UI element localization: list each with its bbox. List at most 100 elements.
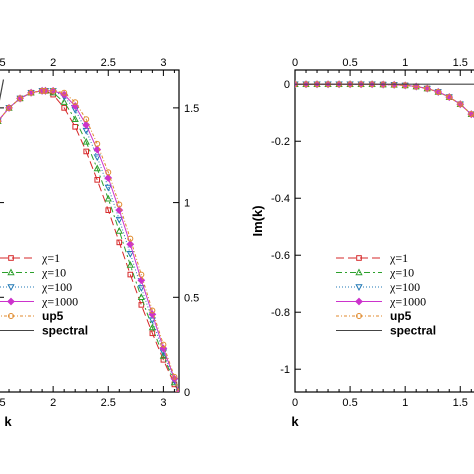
data-point (149, 330, 156, 337)
plot-frame (294, 69, 474, 393)
legend-marker (356, 313, 362, 319)
data-point (61, 89, 68, 96)
data-point (115, 226, 123, 234)
data-point (104, 174, 113, 182)
legend-label: χ=1 (41, 251, 60, 265)
legend-marker (355, 268, 363, 276)
chart-panel-right: 000.50.5111.51.50-0.2-0.4-0.6-0.8-1kIm(k… (250, 57, 474, 429)
data-point (446, 94, 453, 101)
x-tick-label-bottom: 2 (50, 397, 56, 409)
data-point (116, 239, 123, 246)
data-point (42, 87, 49, 94)
data-point (126, 240, 135, 249)
y-tick-label: -0.2 (271, 136, 290, 148)
legend-marker (8, 255, 14, 261)
chart-panel-left: 1.5 1.5 2 2 2.5 2.5 3 3 0 0.5 1 1.5 k χ=1χ=10χ=100χ=1… (0, 57, 199, 429)
x-axis-title: k (291, 414, 299, 429)
data-point (104, 184, 112, 192)
legend-marker (8, 313, 14, 319)
y-tick-label: 0 (284, 79, 290, 91)
data-point (457, 101, 464, 108)
data-point (137, 276, 146, 285)
data-point (126, 261, 134, 268)
legend-marker (355, 284, 363, 292)
data-point (137, 285, 145, 292)
data-point (127, 235, 134, 242)
y-tick-label: -0.4 (271, 193, 290, 205)
data-point (93, 164, 101, 172)
data-point (71, 115, 79, 122)
data-point (17, 95, 24, 102)
data-point (424, 85, 431, 92)
x-tick-label-top: 1 (402, 57, 408, 69)
x-tick-label-top: 2.5 (101, 57, 116, 69)
x-tick-label-bottom: 1.5 (453, 397, 468, 409)
data-point (6, 104, 13, 111)
data-point (138, 271, 145, 278)
data-point (148, 323, 156, 331)
data-point (115, 216, 123, 224)
data-point (159, 351, 168, 359)
y-tick-label: 1.5 (184, 103, 199, 115)
data-point (160, 357, 167, 363)
data-point (171, 373, 178, 380)
x-tick-label-top: 1.5 (0, 57, 6, 69)
data-point (138, 302, 145, 308)
legend-label: χ=100 (41, 280, 72, 294)
data-point (83, 116, 90, 123)
legend-label: χ=10 (41, 266, 66, 280)
data-point (82, 121, 91, 129)
x-axis-title: k (4, 414, 12, 429)
x-tick-label-top: 1.5 (453, 57, 468, 69)
series-line-2 (0, 90, 179, 392)
legend-label: χ=100 (389, 280, 420, 294)
plot-area (295, 80, 474, 119)
data-point (83, 148, 90, 155)
legend-label: spectral (42, 324, 88, 338)
series-line-4 (295, 83, 474, 119)
data-point (93, 154, 101, 162)
data-point (72, 99, 79, 106)
legend-marker (356, 255, 362, 261)
legend-marker (7, 284, 15, 292)
series-line-5 (0, 90, 179, 392)
series-line-2 (295, 83, 474, 119)
x-tick-label-top: 3 (160, 57, 166, 69)
plot-area (0, 79, 179, 392)
data-point (391, 81, 398, 88)
data-point (402, 82, 409, 89)
series-line-3 (0, 90, 179, 392)
data-point (105, 169, 112, 176)
data-point (39, 87, 46, 94)
data-point (60, 98, 68, 105)
series-line-1 (0, 90, 179, 392)
legend-label: χ=1000 (389, 295, 426, 309)
legend-marker (7, 268, 15, 276)
legend-label: χ=10 (389, 266, 414, 280)
y-tick-label: -0.6 (271, 250, 290, 262)
x-tick-label-top: 0.5 (342, 57, 357, 69)
data-point (435, 88, 442, 95)
y-tick-label: -0.8 (271, 307, 290, 319)
y-tick-label: 0.5 (184, 292, 199, 304)
series-line-6 (0, 79, 5, 101)
x-tick-label-bottom: 2.5 (101, 397, 116, 409)
data-point (82, 137, 90, 145)
series-line-1 (295, 83, 474, 119)
series-line-3 (295, 83, 474, 119)
x-tick-label-bottom: 1 (402, 397, 408, 409)
x-tick-label-bottom: 3 (160, 397, 166, 409)
legend-marker (7, 297, 15, 306)
data-point (94, 177, 101, 183)
y-axis-title: Im(k) (250, 205, 265, 236)
data-point (127, 271, 134, 278)
legend-label: χ=1000 (41, 295, 78, 309)
y-tick-label: 0 (184, 387, 190, 399)
data-point (0, 118, 1, 124)
data-point (149, 307, 156, 314)
x-tick-label-top: 0 (292, 57, 298, 69)
x-tick-label-bottom: 0.5 (342, 397, 357, 409)
